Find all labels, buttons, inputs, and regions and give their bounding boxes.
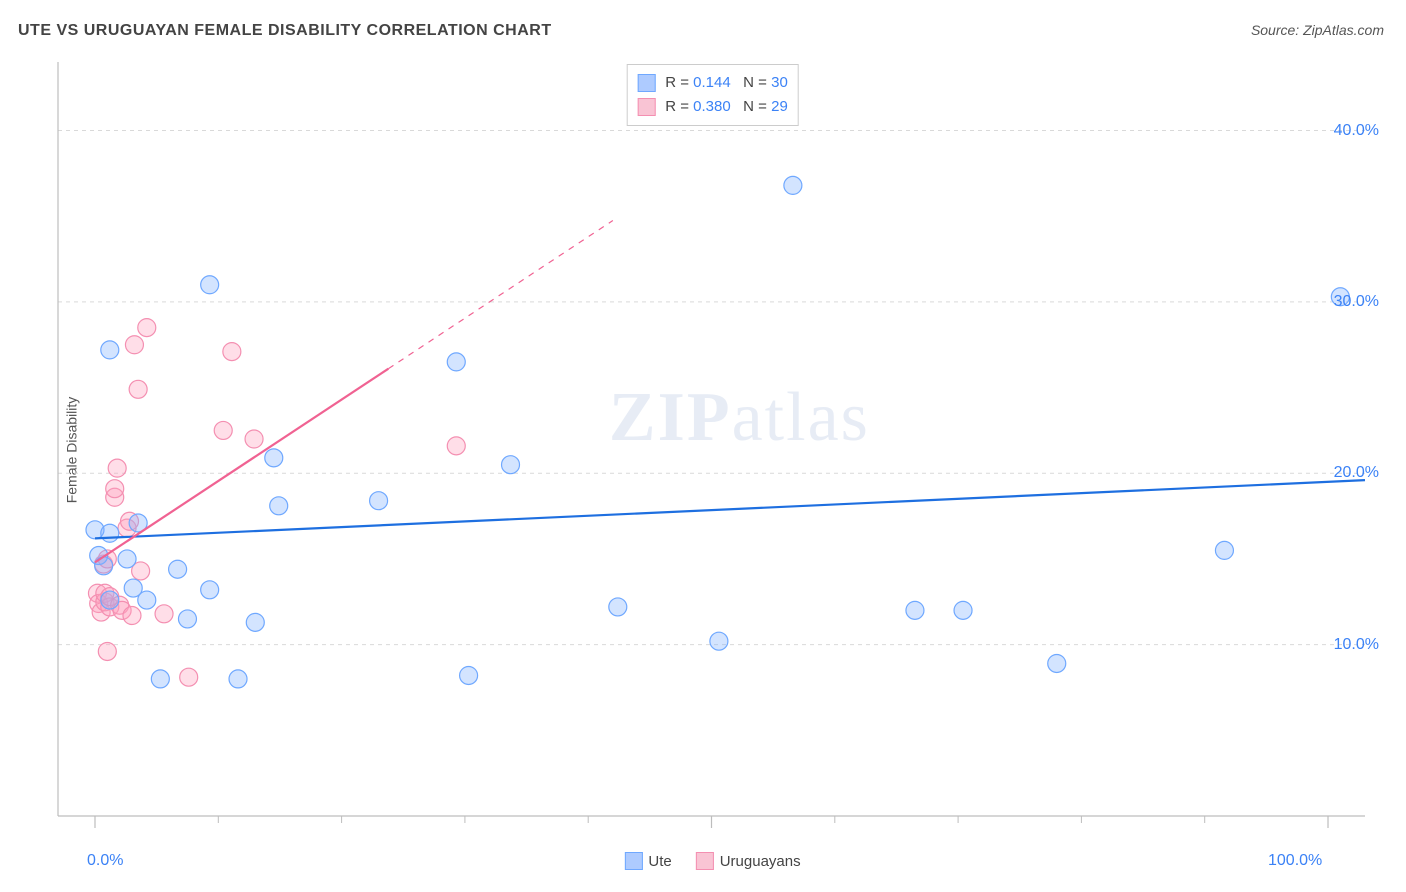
plot-svg	[40, 56, 1385, 844]
scatter-point	[125, 336, 143, 354]
scatter-point	[123, 607, 141, 625]
scatter-point	[245, 430, 263, 448]
scatter-point	[151, 670, 169, 688]
scatter-point	[784, 176, 802, 194]
scatter-point	[101, 341, 119, 359]
x-tick-label: 0.0%	[87, 852, 123, 870]
x-legend-item: Uruguayans	[696, 852, 801, 870]
scatter-point	[101, 524, 119, 542]
scatter-point	[178, 610, 196, 628]
stat-legend: R = 0.144 N = 30R = 0.380 N = 29	[626, 64, 799, 126]
stat-legend-row: R = 0.144 N = 30	[637, 71, 788, 95]
chart-title: UTE VS URUGUAYAN FEMALE DISABILITY CORRE…	[18, 22, 552, 40]
scatter-point	[246, 613, 264, 631]
scatter-point	[138, 319, 156, 337]
source-label: Source: ZipAtlas.com	[1251, 22, 1384, 38]
stat-legend-row: R = 0.380 N = 29	[637, 95, 788, 119]
y-tick-label: 40.0%	[1334, 122, 1379, 140]
scatter-point	[129, 380, 147, 398]
scatter-point	[906, 601, 924, 619]
scatter-point	[447, 353, 465, 371]
x-legend-item: Ute	[624, 852, 671, 870]
scatter-point	[265, 449, 283, 467]
scatter-point	[155, 605, 173, 623]
scatter-point	[138, 591, 156, 609]
scatter-point	[98, 642, 116, 660]
legend-swatch	[696, 852, 714, 870]
x-legend-label: Uruguayans	[720, 853, 801, 870]
y-tick-label: 10.0%	[1334, 636, 1379, 654]
scatter-point	[108, 459, 126, 477]
scatter-chart: Female Disability ZIPatlas R = 0.144 N =…	[40, 56, 1385, 844]
legend-swatch	[637, 74, 655, 92]
scatter-point	[954, 601, 972, 619]
scatter-point	[223, 343, 241, 361]
scatter-point	[710, 632, 728, 650]
scatter-point	[460, 666, 478, 684]
scatter-point	[1048, 654, 1066, 672]
scatter-point	[229, 670, 247, 688]
scatter-point	[1215, 541, 1233, 559]
x-legend-label: Ute	[648, 853, 671, 870]
scatter-point	[270, 497, 288, 515]
scatter-point	[214, 421, 232, 439]
scatter-point	[201, 276, 219, 294]
scatter-point	[118, 550, 136, 568]
legend-swatch	[624, 852, 642, 870]
scatter-point	[95, 557, 113, 575]
scatter-point	[370, 492, 388, 510]
x-legend: Ute Uruguayans	[624, 852, 800, 870]
y-tick-label: 30.0%	[1334, 293, 1379, 311]
scatter-point	[169, 560, 187, 578]
scatter-point	[201, 581, 219, 599]
scatter-point	[180, 668, 198, 686]
scatter-point	[106, 480, 124, 498]
y-tick-label: 20.0%	[1334, 464, 1379, 482]
trend-line-uru-dash	[388, 221, 612, 369]
scatter-point	[502, 456, 520, 474]
scatter-point	[447, 437, 465, 455]
x-tick-label: 100.0%	[1268, 852, 1322, 870]
scatter-point	[609, 598, 627, 616]
legend-swatch	[637, 98, 655, 116]
scatter-point	[101, 591, 119, 609]
